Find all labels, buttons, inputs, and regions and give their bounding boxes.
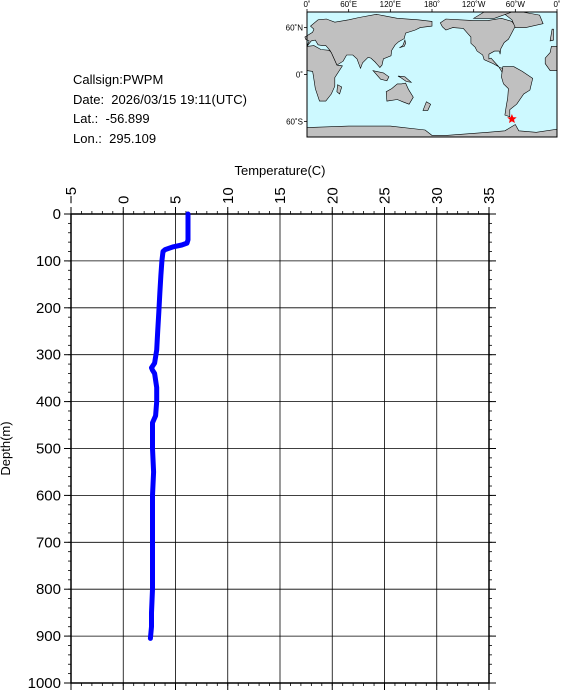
y-tick-label: 800	[36, 581, 61, 598]
map-new-zealand	[422, 101, 431, 111]
map-top-label: 0˚	[303, 0, 310, 9]
map-top-label: 60˚W	[506, 0, 526, 9]
x-tick-label: 35	[481, 187, 498, 204]
map-land	[304, 11, 558, 138]
y-tick-label: 200	[36, 300, 61, 317]
map-north-america	[439, 17, 516, 74]
y-tick-label: 500	[36, 441, 61, 458]
y-tick-label: 1000	[28, 675, 61, 690]
x-tick-label: −5	[63, 187, 80, 204]
map-new-guinea	[397, 75, 413, 83]
y-tick-label: 0	[53, 206, 61, 223]
x-axis-title: Temperature(C)	[234, 163, 325, 178]
map-africa-west	[544, 46, 558, 71]
chart-major-ticks	[64, 207, 496, 690]
map-top-label: 60˚E	[340, 0, 357, 9]
map-left-label: 60˚S	[286, 117, 303, 126]
map-africa-east	[306, 45, 343, 102]
x-tick-label: 25	[377, 187, 394, 204]
map-top-label: 0˚	[553, 0, 560, 9]
map-japan	[399, 39, 406, 49]
map-south-america	[501, 66, 534, 118]
y-axis-title: Depth(m)	[0, 421, 13, 475]
y-tick-label: 400	[36, 394, 61, 411]
map-indonesia	[372, 70, 390, 82]
map-left-label: 60˚N	[286, 24, 304, 33]
chart-frame	[70, 213, 490, 684]
longitude-text: Lon.: 295.109	[73, 130, 157, 146]
y-tick-label: 700	[36, 534, 61, 551]
map-britain	[549, 28, 554, 42]
map-top-label: 120˚W	[462, 0, 486, 9]
y-tick-label: 100	[36, 253, 61, 270]
map-madagascar	[336, 84, 343, 95]
x-tick-label: 20	[324, 187, 341, 204]
callsign-text: Callsign:PWPM	[73, 72, 164, 87]
chart-grid	[70, 213, 490, 684]
map-left-label: 0˚	[296, 71, 303, 80]
latitude-text: Lat.: -56.899	[73, 111, 150, 126]
y-tick-label: 300	[36, 347, 61, 364]
station-info: Callsign:PWPM Date: 2026/03/15 19:11(UTC…	[73, 70, 247, 148]
location-map: 0˚ 60˚E 120˚E 180˚ 120˚W 60˚W 0˚ 60˚N 0˚ 60˚S	[286, 0, 561, 138]
x-tick-label: 10	[220, 187, 237, 204]
x-tick-label: 30	[429, 187, 446, 204]
map-top-label: 180˚	[424, 0, 440, 9]
date-text: Date: 2026/03/15 19:11(UTC)	[73, 91, 247, 107]
x-tick-label: 0	[115, 196, 132, 204]
y-tick-label: 900	[36, 628, 61, 645]
x-tick-label: 5	[168, 196, 185, 204]
temperature-profile-line	[147, 211, 191, 641]
station-marker-icon	[507, 114, 517, 123]
map-top-label: 120˚E	[380, 0, 401, 9]
map-australia	[385, 82, 414, 105]
x-tick-label: 15	[272, 187, 289, 204]
y-tick-label: 600	[36, 487, 61, 504]
